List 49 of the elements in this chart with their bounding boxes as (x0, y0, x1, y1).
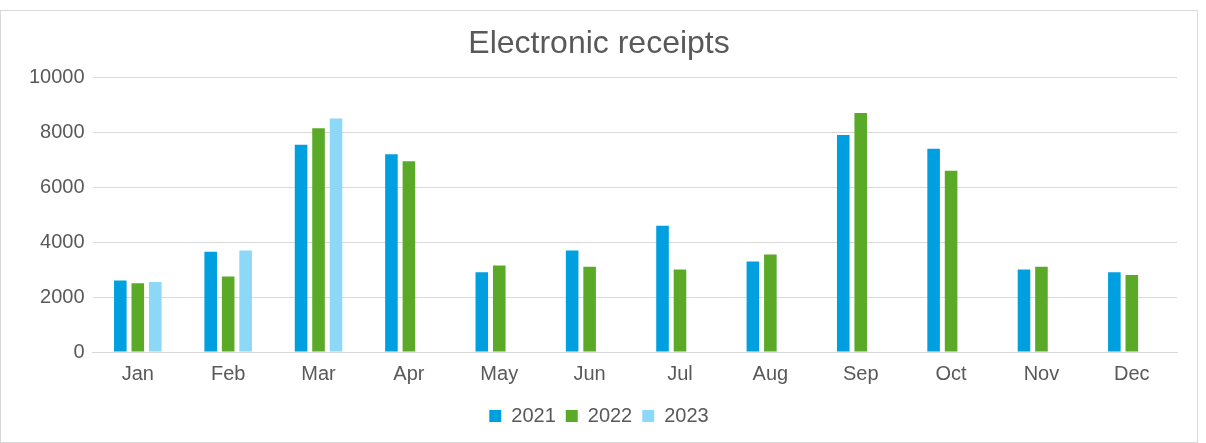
x-tick-label: Mar (301, 361, 337, 384)
bar (836, 135, 850, 352)
bar (239, 250, 252, 352)
y-tick-label: 2000 (40, 284, 85, 307)
y-tick-label: 10000 (28, 64, 85, 87)
bar (764, 254, 777, 352)
x-tick-label: Nov (1023, 361, 1060, 384)
x-tick-label: Jul (667, 361, 693, 384)
y-tick-label: 0 (73, 339, 85, 362)
chart-title: Electronic receipts (468, 24, 730, 61)
x-tick-label: Aug (752, 361, 789, 384)
legend-label: 2023 (664, 403, 709, 426)
x-tick-label: Jun (573, 361, 606, 384)
bar (1017, 269, 1031, 352)
bar (746, 261, 760, 352)
bar (565, 250, 579, 352)
bar (294, 144, 308, 352)
bar (312, 128, 325, 352)
x-tick-label: Jan (121, 361, 154, 384)
y-tick-label: 6000 (40, 174, 85, 197)
bar (204, 251, 217, 352)
bar (944, 170, 958, 352)
x-tick-label: Feb (210, 361, 246, 384)
x-tick-label: Oct (935, 361, 968, 384)
bar (854, 113, 868, 352)
legend-label: 2022 (587, 403, 633, 426)
x-tick-label: Dec (1114, 361, 1150, 384)
legend-label: 2021 (511, 403, 556, 426)
x-tick-label: Apr (393, 361, 425, 384)
bar (148, 281, 162, 352)
bar (402, 161, 416, 352)
bar (656, 225, 669, 352)
x-tick-label: Sep (842, 361, 879, 384)
bar (583, 266, 596, 352)
bar (1108, 272, 1121, 352)
y-tick-label: 8000 (40, 119, 85, 142)
bar (927, 148, 940, 352)
bar (673, 269, 687, 352)
x-tick-label: May (480, 361, 519, 384)
bar (114, 280, 127, 352)
bar (221, 276, 235, 352)
y-tick-label: 4000 (40, 229, 85, 252)
bar (131, 283, 145, 352)
bar (329, 118, 343, 352)
bar (475, 272, 489, 352)
bar (385, 154, 398, 352)
bar (492, 265, 506, 352)
bar (1125, 275, 1139, 352)
bar (1035, 266, 1048, 352)
